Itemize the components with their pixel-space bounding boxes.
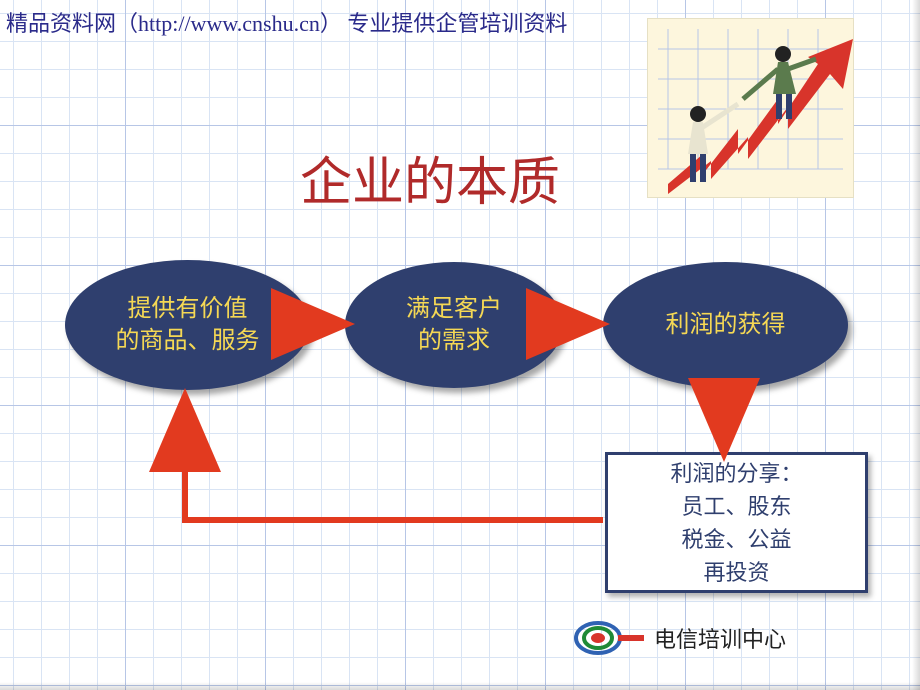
node-provide-value: 提供有价值 的商品、服务 (65, 260, 310, 390)
footer-logo-icon (574, 620, 644, 656)
bottom-shadow (0, 682, 920, 690)
slide-title: 企业的本质 (300, 140, 560, 215)
node-provide-value-text: 提供有价值 的商品、服务 (116, 293, 260, 358)
node-profit-text: 利润的获得 (666, 309, 786, 341)
node-profit-sharing-text: 利润的分享： 员工、股东 税金、公益 再投资 (670, 457, 802, 589)
node-profit-sharing: 利润的分享： 员工、股东 税金、公益 再投资 (605, 452, 868, 593)
node-meet-demand: 满足客户 的需求 (345, 262, 563, 388)
node-profit: 利润的获得 (603, 262, 848, 388)
footer: 电信培训中心 (574, 620, 786, 656)
right-shadow (912, 0, 920, 690)
watermark-text: 精品资料网（http://www.cnshu.cn） 专业提供企管培训资料 (6, 6, 567, 38)
node-meet-demand-text: 满足客户 的需求 (406, 293, 502, 358)
growth-arrow-icon (648, 19, 853, 197)
footer-text: 电信培训中心 (654, 622, 786, 654)
corner-illustration (647, 18, 854, 198)
